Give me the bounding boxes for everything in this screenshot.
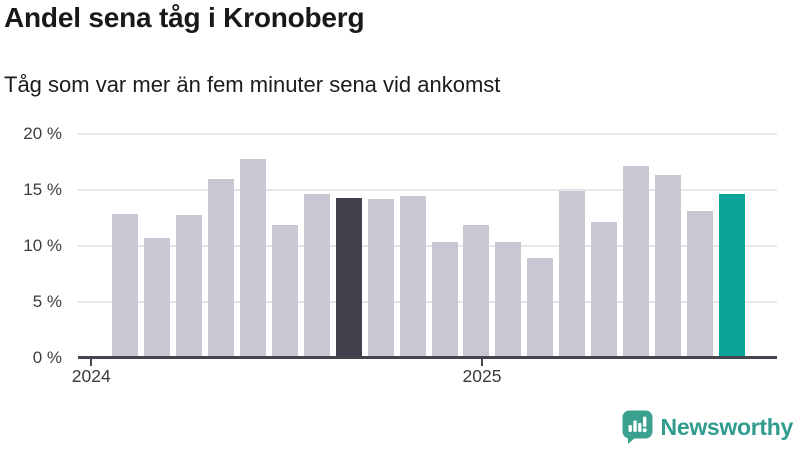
gridline bbox=[78, 133, 777, 135]
y-axis-labels: 20 % 15 % 10 % 5 % 0 % bbox=[0, 124, 62, 367]
y-tick-label: 15 % bbox=[23, 180, 62, 199]
bar-2024-03 bbox=[175, 214, 202, 358]
bar-2025-06 bbox=[655, 175, 682, 358]
bar-2025-05 bbox=[623, 166, 650, 358]
y-tick-label: 5 % bbox=[32, 292, 62, 311]
bar-2025-03 bbox=[559, 191, 586, 358]
x-tick-mark bbox=[481, 359, 484, 366]
x-tick-mark bbox=[90, 359, 93, 366]
chart-title: Andel sena tåg i Kronoberg bbox=[4, 2, 365, 33]
bar-2024-06 bbox=[271, 224, 298, 358]
bar-2024-01 bbox=[112, 213, 138, 358]
newsworthy-wordmark: Newsworthy bbox=[660, 413, 794, 440]
gridline bbox=[78, 189, 777, 191]
bar-2024-10 bbox=[399, 195, 426, 358]
bar-2025-08 bbox=[719, 194, 746, 358]
bar-2024-08 bbox=[335, 197, 362, 358]
plot-area bbox=[78, 133, 777, 359]
bar-2025-07 bbox=[687, 211, 714, 358]
gridline bbox=[78, 301, 777, 303]
newsworthy-logo: Newsworthy bbox=[621, 410, 793, 444]
x-tick-label: 2025 bbox=[462, 366, 502, 386]
bar-2024-07 bbox=[303, 194, 330, 358]
bar-2024-02 bbox=[143, 238, 170, 358]
y-tick-label: 20 % bbox=[23, 124, 62, 143]
y-tick-label: 0 % bbox=[32, 348, 62, 367]
bar-2025-01 bbox=[495, 241, 522, 358]
newsworthy-logo-icon bbox=[622, 410, 653, 444]
y-tick-label: 10 % bbox=[23, 236, 62, 255]
bar-2025-02 bbox=[527, 258, 554, 358]
bar-2025-04 bbox=[591, 222, 618, 358]
x-axis-line bbox=[78, 356, 777, 359]
bar-2024-04 bbox=[207, 178, 234, 358]
bar-2024-09 bbox=[367, 198, 394, 358]
x-tick-label: 2024 bbox=[71, 366, 111, 386]
bar-2024-12 bbox=[463, 224, 490, 358]
bar-2024-11 bbox=[431, 241, 458, 358]
gridline bbox=[78, 245, 777, 247]
chart-subtitle: Tåg som var mer än fem minuter sena vid … bbox=[4, 72, 501, 97]
bar-2024-05 bbox=[239, 158, 266, 358]
